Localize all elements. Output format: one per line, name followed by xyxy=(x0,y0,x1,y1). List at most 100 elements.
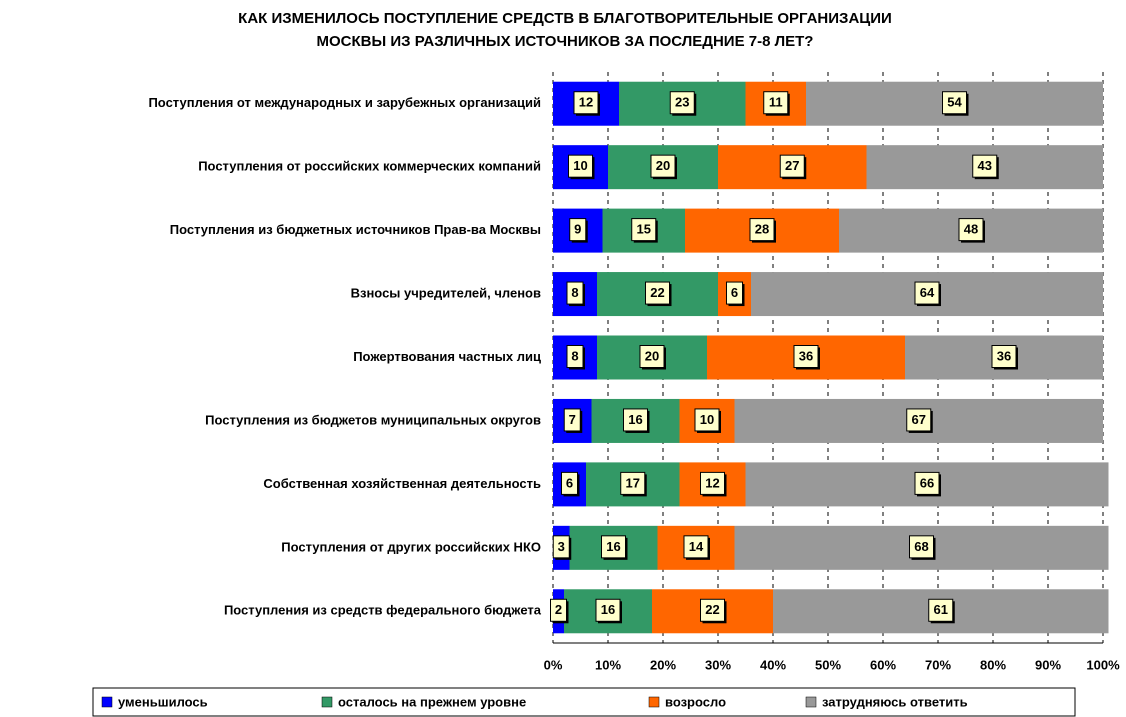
data-label: 7 xyxy=(569,412,576,427)
data-label: 28 xyxy=(755,222,769,237)
data-label: 67 xyxy=(912,412,926,427)
x-tick-label: 60% xyxy=(870,657,896,672)
y-tick-label: Поступления из средств федерального бюдж… xyxy=(224,603,542,618)
data-label: 61 xyxy=(934,602,948,617)
legend-label: возросло xyxy=(665,694,726,709)
data-label: 22 xyxy=(650,285,664,300)
label-box xyxy=(550,598,567,622)
y-tick-label: Поступления из бюджетов муниципальных ок… xyxy=(205,412,541,427)
x-tick-label: 0% xyxy=(544,657,563,672)
y-tick-label: Поступления от российских коммерческих к… xyxy=(198,159,541,174)
x-tick-label: 20% xyxy=(650,657,676,672)
label-box xyxy=(595,598,621,622)
y-tick-label: Взносы учредителей, членов xyxy=(351,285,541,300)
label-box xyxy=(650,154,676,178)
label-box xyxy=(958,218,984,242)
y-tick-label: Поступления от других российских НКО xyxy=(281,539,541,554)
data-label: 66 xyxy=(920,475,934,490)
label-box xyxy=(793,345,819,368)
legend-label: затрудняюсь ответить xyxy=(822,694,968,709)
data-label: 48 xyxy=(964,222,978,237)
chart-title: МОСКВЫ ИЗ РАЗЛИЧНЫХ ИСТОЧНИКОВ ЗА ПОСЛЕД… xyxy=(317,33,814,50)
legend-swatch xyxy=(648,696,660,708)
data-label: 12 xyxy=(705,475,719,490)
label-box xyxy=(906,408,932,432)
data-label: 14 xyxy=(689,539,704,554)
data-label: 36 xyxy=(997,348,1011,363)
label-box xyxy=(749,218,775,242)
label-box xyxy=(645,281,670,305)
label-box xyxy=(694,408,720,432)
label-box xyxy=(573,91,599,115)
label-box xyxy=(561,471,578,495)
data-label: 16 xyxy=(606,539,620,554)
legend-label: уменьшилось xyxy=(118,694,208,709)
data-label: 22 xyxy=(705,602,719,617)
label-box xyxy=(623,408,648,432)
data-label: 36 xyxy=(799,348,813,363)
x-tick-label: 50% xyxy=(815,657,841,672)
label-box xyxy=(972,154,998,178)
data-label: 20 xyxy=(656,158,670,173)
label-box xyxy=(700,471,725,495)
data-label: 23 xyxy=(675,95,689,110)
label-box xyxy=(563,408,581,432)
data-label: 6 xyxy=(566,475,573,490)
label-box xyxy=(700,598,725,622)
data-label: 6 xyxy=(731,285,738,300)
data-label: 43 xyxy=(978,158,992,173)
data-label: 10 xyxy=(573,158,587,173)
label-box xyxy=(991,345,1017,368)
label-box xyxy=(552,535,570,559)
data-label: 12 xyxy=(579,95,593,110)
data-label: 27 xyxy=(785,158,799,173)
legend-box xyxy=(92,687,1076,717)
x-tick-label: 80% xyxy=(980,657,1006,672)
label-box xyxy=(914,471,940,495)
chart-title: КАК ИЗМЕНИЛОСЬ ПОСТУПЛЕНИЕ СРЕДСТВ В БЛА… xyxy=(238,10,892,27)
data-label: 20 xyxy=(645,348,659,363)
data-label: 8 xyxy=(571,348,578,363)
data-label: 68 xyxy=(914,539,928,554)
y-tick-label: Поступления из бюджетных источников Прав… xyxy=(170,222,541,237)
data-label: 2 xyxy=(555,602,562,617)
legend-label: осталось на прежнем уровне xyxy=(338,694,526,709)
data-label: 64 xyxy=(920,285,935,300)
data-label: 10 xyxy=(700,412,714,427)
y-tick-label: Пожертвования частных лиц xyxy=(353,349,541,364)
y-tick-label: Собственная хозяйственная деятельность xyxy=(263,476,541,491)
label-box xyxy=(601,535,626,559)
legend-swatch xyxy=(101,696,113,708)
x-tick-label: 40% xyxy=(760,657,786,672)
data-label: 9 xyxy=(574,222,581,237)
data-label: 11 xyxy=(769,95,783,110)
legend-swatch xyxy=(805,696,817,708)
y-tick-label: Поступления от международных и зарубежны… xyxy=(148,95,541,110)
x-tick-label: 100% xyxy=(1086,657,1120,672)
label-box xyxy=(942,91,967,115)
x-tick-label: 90% xyxy=(1035,657,1061,672)
label-box xyxy=(683,535,709,559)
data-label: 8 xyxy=(571,285,578,300)
data-label: 3 xyxy=(558,539,565,554)
label-box xyxy=(620,471,646,495)
label-box xyxy=(569,218,587,242)
x-tick-label: 10% xyxy=(595,657,621,672)
label-box xyxy=(909,535,934,559)
label-box xyxy=(568,154,593,178)
data-label: 15 xyxy=(637,222,651,237)
label-box xyxy=(639,345,665,368)
label-box xyxy=(631,218,657,242)
label-box xyxy=(566,345,584,368)
label-box xyxy=(914,281,940,305)
data-label: 17 xyxy=(626,475,640,490)
data-label: 54 xyxy=(947,95,962,110)
data-label: 16 xyxy=(628,412,642,427)
label-box xyxy=(566,281,584,305)
label-box xyxy=(763,91,789,115)
legend-swatch xyxy=(321,696,333,708)
x-tick-label: 30% xyxy=(705,657,731,672)
label-box xyxy=(779,154,805,178)
x-tick-label: 70% xyxy=(925,657,951,672)
